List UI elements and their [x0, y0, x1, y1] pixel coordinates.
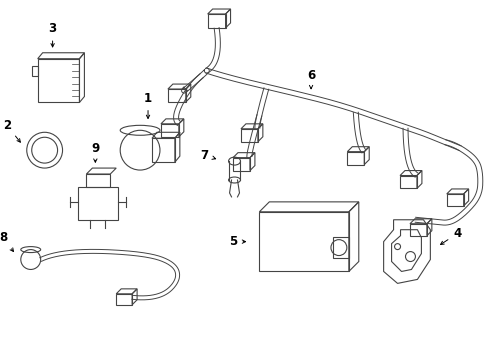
Text: 6: 6: [307, 69, 315, 89]
Text: 7: 7: [200, 149, 216, 162]
Text: 1: 1: [144, 92, 152, 118]
Text: 5: 5: [229, 235, 245, 248]
Text: 4: 4: [441, 227, 461, 244]
Text: 2: 2: [3, 119, 21, 142]
Text: 9: 9: [91, 142, 99, 162]
Text: 8: 8: [0, 231, 14, 252]
Text: 3: 3: [49, 22, 57, 47]
